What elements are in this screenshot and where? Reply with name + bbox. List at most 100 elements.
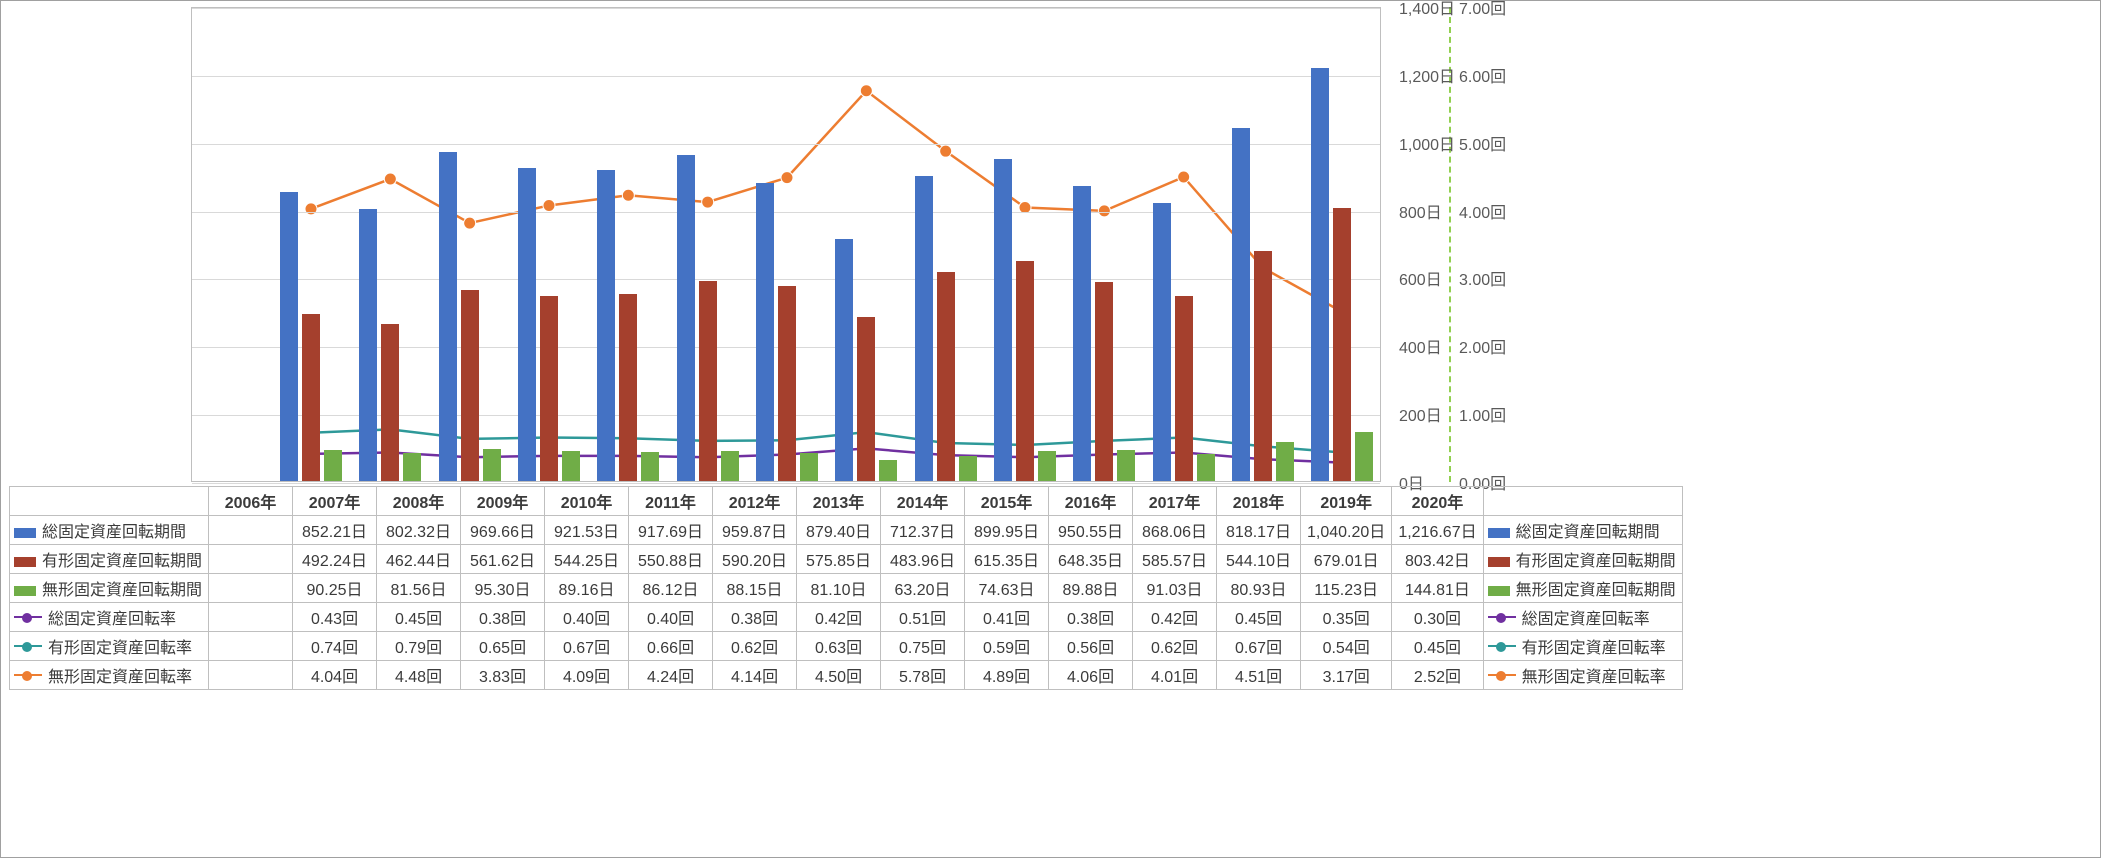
data-cell: 492.24日 <box>293 545 377 574</box>
legend-cell: 総固定資産回転期間 <box>1483 516 1682 545</box>
year-header: 2018年 <box>1217 487 1301 516</box>
bar-s2 <box>302 314 320 481</box>
data-cell <box>209 516 293 545</box>
y2-tick-label: 1.00回 <box>1453 402 1506 426</box>
legend-swatch-line <box>14 616 42 618</box>
data-cell: 5.78回 <box>881 661 965 690</box>
legend-swatch-bar <box>1488 528 1510 538</box>
gridline <box>192 483 1380 484</box>
legend-swatch-line <box>14 645 42 647</box>
table-row: 無形固定資産回転率4.04回4.48回3.83回4.09回4.24回4.14回4… <box>10 661 1683 690</box>
y1-tick-label: 400日 <box>1393 334 1442 358</box>
data-cell: 0.45回 <box>1392 632 1483 661</box>
marker-s6 <box>781 172 793 184</box>
data-cell: 89.16日 <box>545 574 629 603</box>
legend-cell: 無形固定資産回転期間 <box>1483 574 1682 603</box>
data-cell: 0.67回 <box>1217 632 1301 661</box>
bar-s1 <box>280 192 298 481</box>
data-cell: 921.53日 <box>545 516 629 545</box>
y2-tick-label: 7.00回 <box>1453 0 1506 19</box>
data-cell: 144.81日 <box>1392 574 1483 603</box>
data-cell: 0.59回 <box>965 632 1049 661</box>
gridline <box>192 8 1380 9</box>
data-cell: 648.35日 <box>1049 545 1133 574</box>
data-cell: 0.43回 <box>293 603 377 632</box>
year-header: 2017年 <box>1133 487 1217 516</box>
data-cell: 544.25日 <box>545 545 629 574</box>
data-cell: 95.30日 <box>461 574 545 603</box>
series-label: 有形固定資産回転期間 <box>1516 553 1676 570</box>
data-cell: 74.63日 <box>965 574 1049 603</box>
bar-s1 <box>1153 203 1171 481</box>
data-cell: 4.01回 <box>1133 661 1217 690</box>
data-cell: 590.20日 <box>713 545 797 574</box>
year-header: 2009年 <box>461 487 545 516</box>
data-cell: 575.85日 <box>797 545 881 574</box>
series-label: 無形固定資産回転率 <box>1522 669 1666 686</box>
series-label: 無形固定資産回転期間 <box>1516 582 1676 599</box>
data-cell: 0.66回 <box>629 632 713 661</box>
legend-cell: 有形固定資産回転期間 <box>1483 545 1682 574</box>
row-label: 有形固定資産回転期間 <box>10 545 209 574</box>
data-cell: 550.88日 <box>629 545 713 574</box>
data-cell: 0.51回 <box>881 603 965 632</box>
data-cell: 89.88日 <box>1049 574 1133 603</box>
bar-s2 <box>1175 296 1193 481</box>
data-cell: 0.56回 <box>1049 632 1133 661</box>
series-label: 総固定資産回転期間 <box>42 524 186 541</box>
data-cell: 0.54回 <box>1301 632 1392 661</box>
row-label: 総固定資産回転率 <box>10 603 209 632</box>
gridline <box>192 76 1380 77</box>
data-cell: 91.03日 <box>1133 574 1217 603</box>
bar-s2 <box>857 317 875 481</box>
data-cell: 4.51回 <box>1217 661 1301 690</box>
year-header: 2019年 <box>1301 487 1392 516</box>
bar-s2 <box>1254 251 1272 481</box>
year-header: 2016年 <box>1049 487 1133 516</box>
data-cell <box>209 545 293 574</box>
bar-s3 <box>641 452 659 481</box>
bar-s1 <box>439 152 457 481</box>
bar-s3 <box>483 449 501 481</box>
series-label: 総固定資産回転率 <box>1522 611 1650 628</box>
data-cell: 917.69日 <box>629 516 713 545</box>
data-cell: 0.65回 <box>461 632 545 661</box>
bar-s3 <box>1197 454 1215 481</box>
data-cell: 0.40回 <box>545 603 629 632</box>
data-cell: 0.67回 <box>545 632 629 661</box>
data-cell: 0.62回 <box>1133 632 1217 661</box>
series-label: 総固定資産回転期間 <box>1516 524 1660 541</box>
gridline <box>192 144 1380 145</box>
data-cell: 0.41回 <box>965 603 1049 632</box>
legend-cell: 無形固定資産回転率 <box>1483 661 1682 690</box>
legend-swatch-bar <box>1488 557 1510 567</box>
data-cell: 115.23日 <box>1301 574 1392 603</box>
legend-swatch-line <box>1488 616 1516 618</box>
marker-s6 <box>543 199 555 211</box>
y1-tick-label: 1,400日 <box>1393 0 1455 19</box>
legend-swatch-line <box>1488 645 1516 647</box>
table-row: 有形固定資産回転率0.74回0.79回0.65回0.67回0.66回0.62回0… <box>10 632 1683 661</box>
bar-s3 <box>1038 451 1056 481</box>
y2-tick-label: 6.00回 <box>1453 63 1506 87</box>
bar-s3 <box>721 451 739 481</box>
data-cell: 0.38回 <box>1049 603 1133 632</box>
data-cell: 4.04回 <box>293 661 377 690</box>
data-cell: 0.63回 <box>797 632 881 661</box>
data-cell: 959.87日 <box>713 516 797 545</box>
table-row: 総固定資産回転率0.43回0.45回0.38回0.40回0.40回0.38回0.… <box>10 603 1683 632</box>
bar-s2 <box>619 294 637 481</box>
chart-frame: 0日200日400日600日800日1,000日1,200日1,400日 0.0… <box>0 0 2101 858</box>
data-cell: 0.38回 <box>461 603 545 632</box>
data-cell: 1,040.20日 <box>1301 516 1392 545</box>
data-cell: 0.35回 <box>1301 603 1392 632</box>
data-cell: 852.21日 <box>293 516 377 545</box>
table-row: 有形固定資産回転期間492.24日462.44日561.62日544.25日55… <box>10 545 1683 574</box>
row-label: 有形固定資産回転率 <box>10 632 209 661</box>
bar-s1 <box>518 168 536 481</box>
data-cell <box>209 632 293 661</box>
data-cell: 1,216.67日 <box>1392 516 1483 545</box>
bar-s3 <box>562 451 580 481</box>
bar-s2 <box>1016 261 1034 481</box>
bar-s2 <box>937 272 955 481</box>
